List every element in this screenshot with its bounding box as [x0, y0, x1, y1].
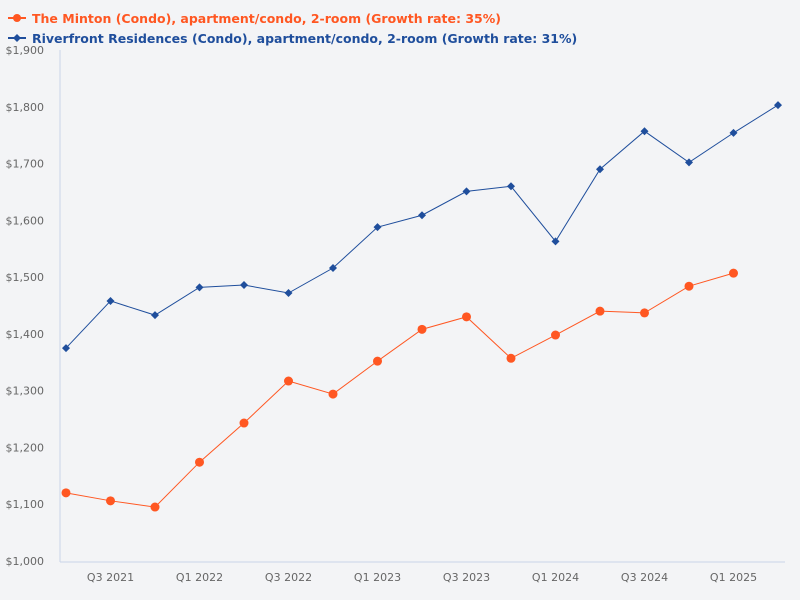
x-tick-label: Q3 2022	[265, 571, 312, 584]
data-point	[685, 158, 693, 167]
legend-item-minton[interactable]: The Minton (Condo), apartment/condo, 2-r…	[8, 8, 577, 28]
data-point	[62, 344, 70, 353]
x-tick-label: Q1 2024	[532, 571, 579, 584]
data-point	[417, 324, 427, 334]
series-line-0	[65, 272, 734, 508]
y-tick-label: $1,500	[6, 271, 45, 284]
data-point	[684, 281, 694, 291]
x-tick-label: Q1 2022	[176, 571, 223, 584]
y-tick-label: $1,000	[6, 555, 45, 568]
data-point	[418, 211, 426, 220]
data-point	[284, 289, 293, 298]
data-point	[640, 308, 649, 318]
y-tick-label: $1,900	[6, 44, 45, 57]
data-point	[729, 268, 738, 278]
x-tick-label: Q3 2024	[621, 571, 668, 584]
y-tick-label: $1,400	[6, 328, 45, 341]
data-point	[150, 502, 160, 512]
data-point	[551, 330, 560, 340]
data-point	[329, 264, 337, 273]
y-tick-label: $1,600	[6, 214, 45, 227]
diamond-marker-icon	[8, 34, 26, 42]
data-point	[151, 311, 159, 320]
circle-marker-icon	[8, 14, 26, 22]
data-point	[61, 488, 71, 498]
data-point	[462, 312, 471, 322]
data-point	[284, 376, 293, 386]
x-tick-label: Q3 2023	[443, 571, 490, 584]
y-tick-label: $1,700	[6, 158, 45, 171]
data-point	[596, 165, 604, 174]
data-point	[595, 306, 605, 316]
data-point	[195, 283, 204, 292]
data-point	[239, 418, 249, 428]
y-tick-label: $1,200	[6, 441, 45, 454]
y-tick-label: $1,300	[6, 385, 45, 398]
legend-item-riverfront[interactable]: Riverfront Residences (Condo), apartment…	[8, 28, 577, 48]
data-point	[195, 457, 204, 467]
data-point	[729, 128, 738, 137]
data-point	[240, 281, 248, 290]
x-tick-label: Q1 2025	[710, 571, 757, 584]
data-point	[507, 182, 515, 191]
data-point	[106, 296, 115, 305]
data-point	[373, 356, 382, 366]
data-point	[328, 389, 338, 399]
data-point	[551, 237, 560, 246]
legend-label: Riverfront Residences (Condo), apartment…	[32, 30, 578, 46]
x-tick-label: Q1 2023	[354, 571, 401, 584]
data-point	[506, 353, 516, 363]
data-point	[774, 101, 782, 110]
data-point	[106, 496, 115, 506]
data-point	[373, 223, 382, 232]
y-tick-label: $1,100	[6, 498, 45, 511]
data-point	[640, 127, 649, 136]
legend: The Minton (Condo), apartment/condo, 2-r…	[8, 8, 577, 48]
data-point	[462, 187, 471, 196]
series-line-1	[65, 104, 779, 349]
x-tick-label: Q3 2021	[87, 571, 134, 584]
legend-label: The Minton (Condo), apartment/condo, 2-r…	[32, 10, 501, 26]
y-tick-label: $1,800	[6, 101, 45, 114]
